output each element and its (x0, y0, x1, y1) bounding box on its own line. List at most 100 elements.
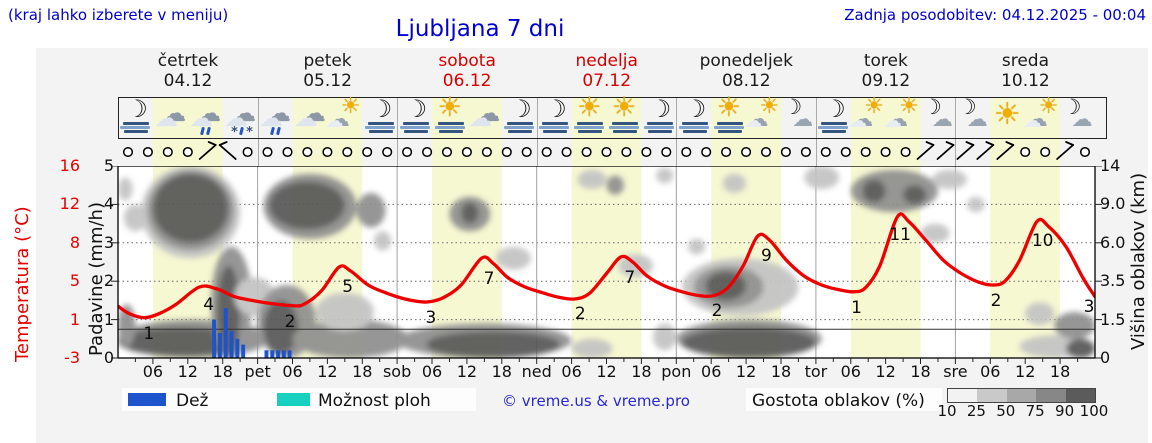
cloud-tick: 1.5 (1100, 309, 1126, 329)
cloud-glyph: ☁ (293, 104, 318, 132)
copyright-link[interactable]: © vreme.us & vreme.pro (502, 392, 690, 410)
temperature-value-label: 7 (483, 268, 495, 289)
cloud-glyph: ☁ (267, 99, 291, 127)
cloud-glyph: ☁ (848, 110, 868, 132)
day-separator-line (397, 97, 399, 166)
day-abbrev-label: pet (244, 362, 271, 381)
rain-bar (223, 308, 228, 358)
moon-fog-icon: ☽ (502, 97, 538, 137)
calm-wind-icon (661, 146, 672, 158)
day-separator-line (676, 97, 678, 166)
sun-cloud-icon: ☀ ☁ ☁ (1023, 96, 1062, 137)
cloud-glyph: ☁ (883, 110, 903, 132)
temperature-value-label: 5 (342, 277, 354, 297)
calm-wind-icon (760, 146, 772, 158)
day-date: 08.12 (721, 71, 771, 91)
hour-label: 12 (596, 362, 617, 381)
day-name: sobota (438, 51, 496, 71)
rain-bar (229, 331, 234, 358)
calm-wind-icon (820, 146, 831, 158)
density-tick-label: 100 (1079, 402, 1109, 420)
moon-glyph: ☽ (1062, 95, 1082, 119)
day-abbrev-label: sre (943, 362, 968, 381)
sun-cloud-icon: ☀ ☁ ☁ (744, 96, 783, 137)
day-abbrev-label: ned (521, 362, 552, 381)
rain-bar (264, 350, 269, 358)
temperature-value-label: 2 (990, 291, 1002, 312)
calm-wind-icon (441, 146, 453, 158)
calm-wind-icon (501, 146, 512, 158)
temperature-curve (118, 212, 1095, 320)
cloud-glyph: ☁ (1025, 107, 1048, 132)
calm-wind-icon (1020, 146, 1031, 158)
cloud-glyph: ☁ (162, 99, 187, 127)
calm-wind-icon (362, 146, 373, 158)
density-gradient-segment (1065, 389, 1095, 402)
density-tick-label: 50 (996, 402, 1016, 420)
calm-wind-icon (641, 146, 652, 158)
hour-label: 12 (875, 362, 896, 381)
sun-cloud-icon: ☀ ☁ ☁ (324, 96, 364, 137)
wind-barb-icon (218, 141, 237, 160)
calm-wind-icon (262, 146, 273, 158)
day-abbrev-label: tor (804, 362, 828, 381)
hour-label: 12 (1015, 362, 1036, 381)
moon-glyph: ☽ (405, 95, 428, 123)
cloudy-icon: ☁ ☁ (467, 99, 503, 137)
temperature-value-label: 3 (1083, 296, 1095, 317)
calm-wind-icon (741, 146, 752, 158)
wind-barb-icon (976, 141, 995, 160)
moon-cloud-icon: ☽ ☁ (1061, 95, 1097, 137)
day-header-četrtek: četrtek 04.12 (118, 51, 258, 91)
sun-fog-icon: ☀ (607, 94, 643, 137)
sun-fog-icon: ☀ (433, 94, 469, 137)
sun-fog-icon: ☀ (572, 94, 608, 137)
calm-wind-icon (581, 146, 592, 158)
cloud-tick: 14 (1100, 156, 1121, 175)
sun-glyph: ☀ (437, 92, 462, 123)
sun-glyph: ☀ (611, 92, 637, 123)
calm-wind-icon (342, 146, 353, 158)
hour-label: 18 (352, 362, 373, 381)
hour-label: 06 (701, 362, 722, 381)
density-tick-label: 90 (1055, 402, 1075, 420)
sun-cloud-icon: ☀ ☁ ☁ (883, 96, 922, 137)
hour-label: 18 (491, 362, 512, 381)
precip-tick: 5 (103, 156, 114, 175)
rain-bar (281, 350, 286, 358)
cloud-tick: 0 (1100, 348, 1111, 367)
cloud-tick: 9.0 (1100, 194, 1126, 214)
day-separator-line (955, 97, 957, 166)
density-gradient-segment (977, 389, 1007, 402)
calm-wind-icon (541, 146, 552, 158)
cloud-rain-icon: ☁ ☁ (188, 99, 224, 137)
hour-label: 12 (735, 362, 757, 381)
density-tick-label: 75 (1025, 402, 1045, 420)
day-name: četrtek (157, 51, 219, 71)
day-name: ponedeljek (699, 51, 793, 71)
calm-wind-icon (242, 146, 253, 158)
day-abbrev-label: sob (382, 362, 412, 381)
precip-tick: 2 (103, 271, 114, 291)
temperature-value-label: 1 (143, 323, 155, 344)
cloud-glyph: ☁ (324, 110, 344, 132)
day-date: 09.12 (861, 71, 911, 91)
cloud-glyph: ☁ (232, 99, 257, 127)
cloud-glyph: ☁ (224, 104, 249, 132)
cloud-density-gradient-bar (947, 388, 1096, 403)
calm-wind-icon (521, 146, 532, 158)
cloud-glyph: ☁ (886, 107, 909, 132)
hour-label: 06 (282, 362, 303, 381)
day-date: 07.12 (582, 71, 632, 91)
hour-label: 18 (212, 362, 233, 381)
calm-wind-icon (880, 146, 891, 158)
temp-tick: -3 (64, 348, 80, 367)
moon-glyph: ☽ (545, 95, 567, 123)
hour-label: 12 (456, 362, 478, 381)
moon-glyph: ☽ (824, 95, 846, 123)
rain-legend-label: Dež (176, 391, 209, 411)
temp-tick: 12 (59, 194, 80, 214)
calm-wind-icon (900, 146, 911, 158)
moon-glyph: ☽ (923, 95, 942, 119)
